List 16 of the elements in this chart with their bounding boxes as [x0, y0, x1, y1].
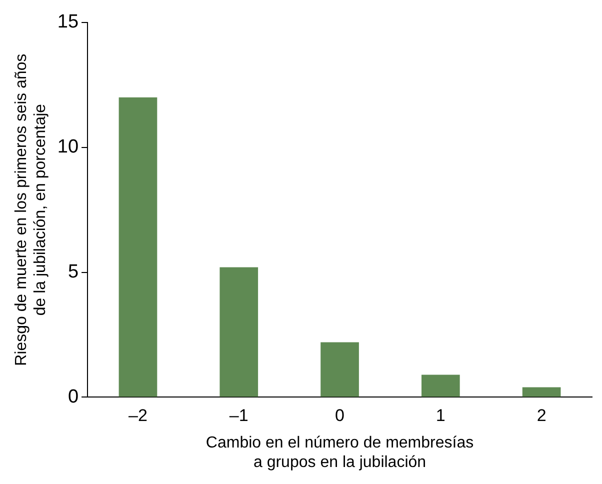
- bar: [320, 342, 359, 397]
- x-tick-label: –1: [229, 406, 248, 426]
- x-tick-label: 0: [335, 406, 344, 426]
- bar: [118, 97, 158, 397]
- y-tick-label: 10: [57, 136, 79, 158]
- y-tick-label: 0: [68, 386, 79, 408]
- x-tick-label: 2: [536, 406, 546, 426]
- y-tick-label: 15: [57, 12, 79, 33]
- x-axis-title: Cambio en el número de membresías a grupos en la jubilación: [206, 434, 474, 471]
- bar: [522, 387, 561, 397]
- y-tick-label: 5: [68, 262, 79, 282]
- x-tick-label: 1: [436, 406, 446, 426]
- bar: [421, 374, 460, 397]
- bar: [220, 267, 258, 397]
- x-tick-label: –2: [128, 406, 148, 426]
- y-axis-title: Riesgo de muerte en los primeros seis años de la jubilación, en porcentaje: [13, 54, 50, 366]
